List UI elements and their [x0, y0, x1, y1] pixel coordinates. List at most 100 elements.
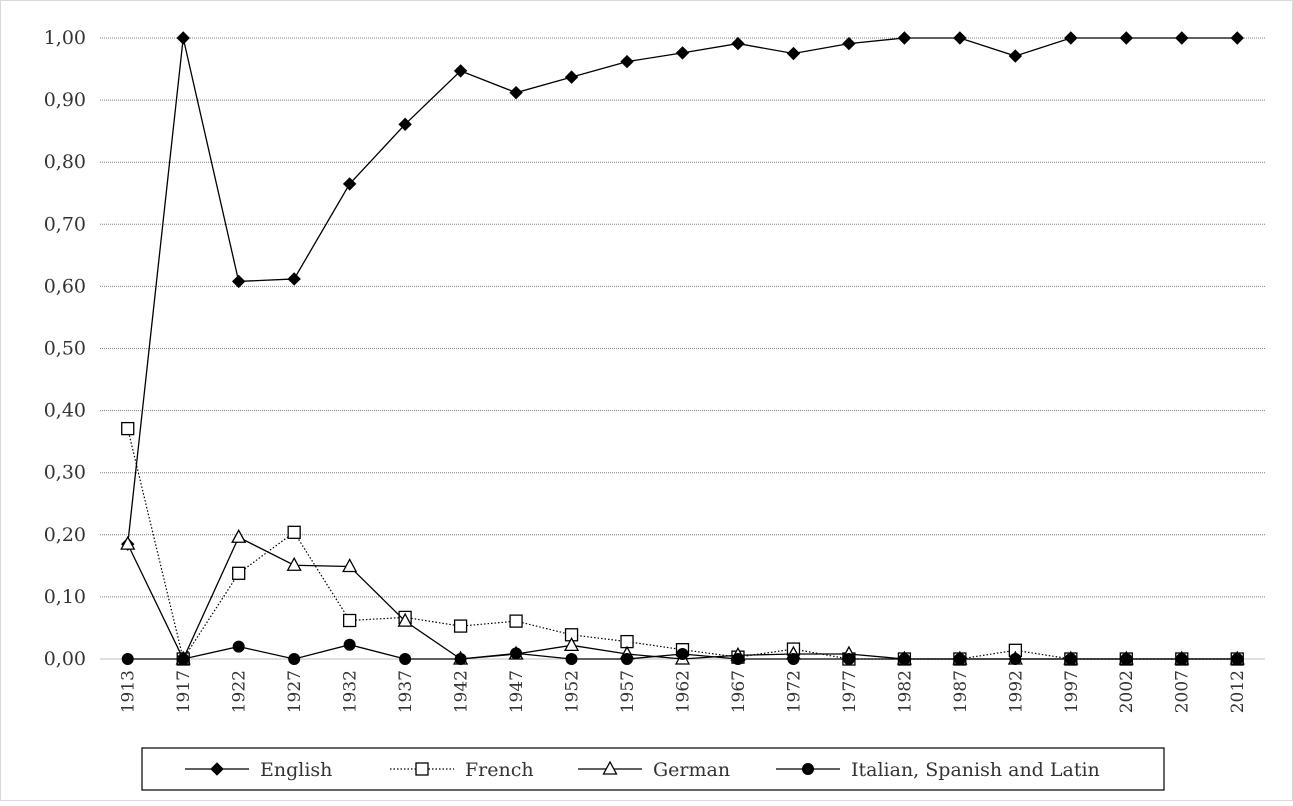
data-point-italian-spanish-and-latin	[676, 648, 689, 661]
data-point-english	[564, 70, 579, 84]
data-point-italian-spanish-and-latin	[842, 653, 855, 665]
data-point-english	[509, 85, 523, 100]
data-point-english	[342, 177, 357, 191]
x-tick-label: 1947	[507, 670, 527, 713]
data-point-italian-spanish-and-latin	[1009, 653, 1022, 665]
data-point-italian-spanish-and-latin	[1120, 653, 1133, 665]
data-point-french	[453, 619, 468, 633]
data-point-english	[398, 117, 412, 132]
x-tick-label: 1962	[673, 670, 693, 713]
data-point-english	[620, 54, 634, 69]
x-tick-label: 1992	[1006, 670, 1026, 713]
x-tick-label: 1927	[285, 670, 305, 713]
data-point-english	[842, 36, 856, 51]
legend-marker-italian-spanish-and-latin	[802, 763, 814, 775]
data-point-french	[232, 566, 246, 580]
data-point-italian-spanish-and-latin	[1175, 653, 1188, 665]
x-tick-label: 1997	[1062, 670, 1082, 713]
data-point-english	[731, 36, 745, 51]
y-axis-ticks: 0,00 0,10 0,20 0,30 0,40 0,50 0,60 0,70 0,80 0,90…	[44, 27, 86, 670]
data-point-english	[953, 31, 967, 45]
data-point-italian-spanish-and-latin	[177, 653, 190, 665]
x-tick-label: 2012	[1228, 670, 1248, 713]
data-point-italian-spanish-and-latin	[121, 653, 134, 665]
legend: English French German Italian, Spanish and …	[141, 747, 1165, 791]
data-point-italian-spanish-and-latin	[232, 640, 245, 653]
data-point-english	[1119, 31, 1134, 45]
data-point-english	[287, 272, 301, 286]
data-point-italian-spanish-and-latin	[565, 653, 578, 665]
legend-label-english: English	[260, 759, 332, 781]
y-tick-label: 0,90	[44, 89, 86, 111]
x-tick-label: 1977	[840, 670, 860, 713]
data-point-french	[509, 614, 523, 628]
data-point-english	[231, 274, 246, 289]
data-point-german	[231, 528, 247, 543]
x-tick-label: 1987	[951, 670, 971, 713]
data-point-italian-spanish-and-latin	[343, 638, 356, 651]
legend-marker-german	[602, 760, 618, 775]
data-point-italian-spanish-and-latin	[510, 647, 523, 660]
y-tick-label: 0,00	[44, 648, 86, 670]
legend-marker-french	[415, 762, 429, 776]
data-point-italian-spanish-and-latin	[399, 653, 412, 665]
data-point-english	[1230, 31, 1244, 45]
series-layer	[120, 31, 1245, 666]
data-point-german	[286, 556, 302, 571]
data-point-english	[675, 46, 690, 60]
data-point-english	[1175, 31, 1189, 45]
x-tick-label: 1922	[230, 670, 250, 713]
y-tick-label: 0,80	[44, 151, 86, 173]
data-point-italian-spanish-and-latin	[621, 653, 634, 665]
x-tick-label: 2002	[1117, 670, 1137, 713]
data-point-english	[786, 46, 801, 61]
data-point-italian-spanish-and-latin	[787, 653, 800, 665]
y-tick-label: 1,00	[44, 27, 86, 49]
data-point-italian-spanish-and-latin	[731, 653, 744, 665]
x-tick-label: 1952	[562, 670, 582, 713]
x-tick-label: 1932	[341, 670, 361, 713]
x-tick-label: 1967	[729, 670, 749, 713]
y-tick-label: 0,50	[44, 338, 86, 360]
data-point-german	[120, 535, 136, 550]
y-tick-label: 0,10	[44, 586, 86, 608]
legend-label-italian-spanish-and-latin: Italian, Spanish and Latin	[851, 759, 1100, 781]
x-tick-label: 1957	[618, 670, 638, 713]
data-point-french	[121, 421, 135, 436]
x-tick-label: 2007	[1173, 670, 1193, 713]
data-point-english	[1008, 49, 1023, 63]
series-line-french	[127, 428, 1238, 661]
data-point-italian-spanish-and-latin	[454, 653, 467, 665]
data-point-german	[397, 612, 413, 627]
data-point-english	[897, 31, 912, 45]
legend-marker-english	[210, 762, 224, 776]
y-tick-label: 0,60	[44, 275, 86, 297]
x-tick-label: 1917	[174, 670, 194, 713]
x-tick-label: 1942	[452, 670, 472, 713]
x-axis-ticks: 1913 1917 1922 1927 1932 1937 1942 1947 1952 1957…	[119, 670, 1249, 713]
x-tick-label: 1913	[119, 670, 139, 713]
y-tick-label: 0,30	[44, 462, 86, 484]
data-point-german	[342, 558, 358, 573]
data-point-italian-spanish-and-latin	[1231, 653, 1244, 665]
data-point-english	[176, 31, 190, 45]
data-point-italian-spanish-and-latin	[898, 653, 911, 665]
legend-label-german: German	[653, 759, 730, 781]
legend-label-french: French	[465, 759, 534, 781]
data-point-italian-spanish-and-latin	[1064, 653, 1077, 665]
data-point-italian-spanish-and-latin	[953, 653, 966, 665]
x-tick-label: 1982	[895, 670, 915, 713]
data-point-french	[287, 525, 301, 539]
data-point-english	[1064, 31, 1078, 45]
series-line-german	[127, 536, 1238, 661]
x-tick-label: 1972	[784, 670, 804, 713]
legend-box	[141, 747, 1165, 791]
gridlines	[100, 37, 1265, 660]
data-point-french	[342, 613, 357, 628]
y-tick-label: 0,70	[44, 213, 86, 235]
data-point-italian-spanish-and-latin	[288, 653, 301, 665]
data-point-english	[453, 64, 468, 78]
